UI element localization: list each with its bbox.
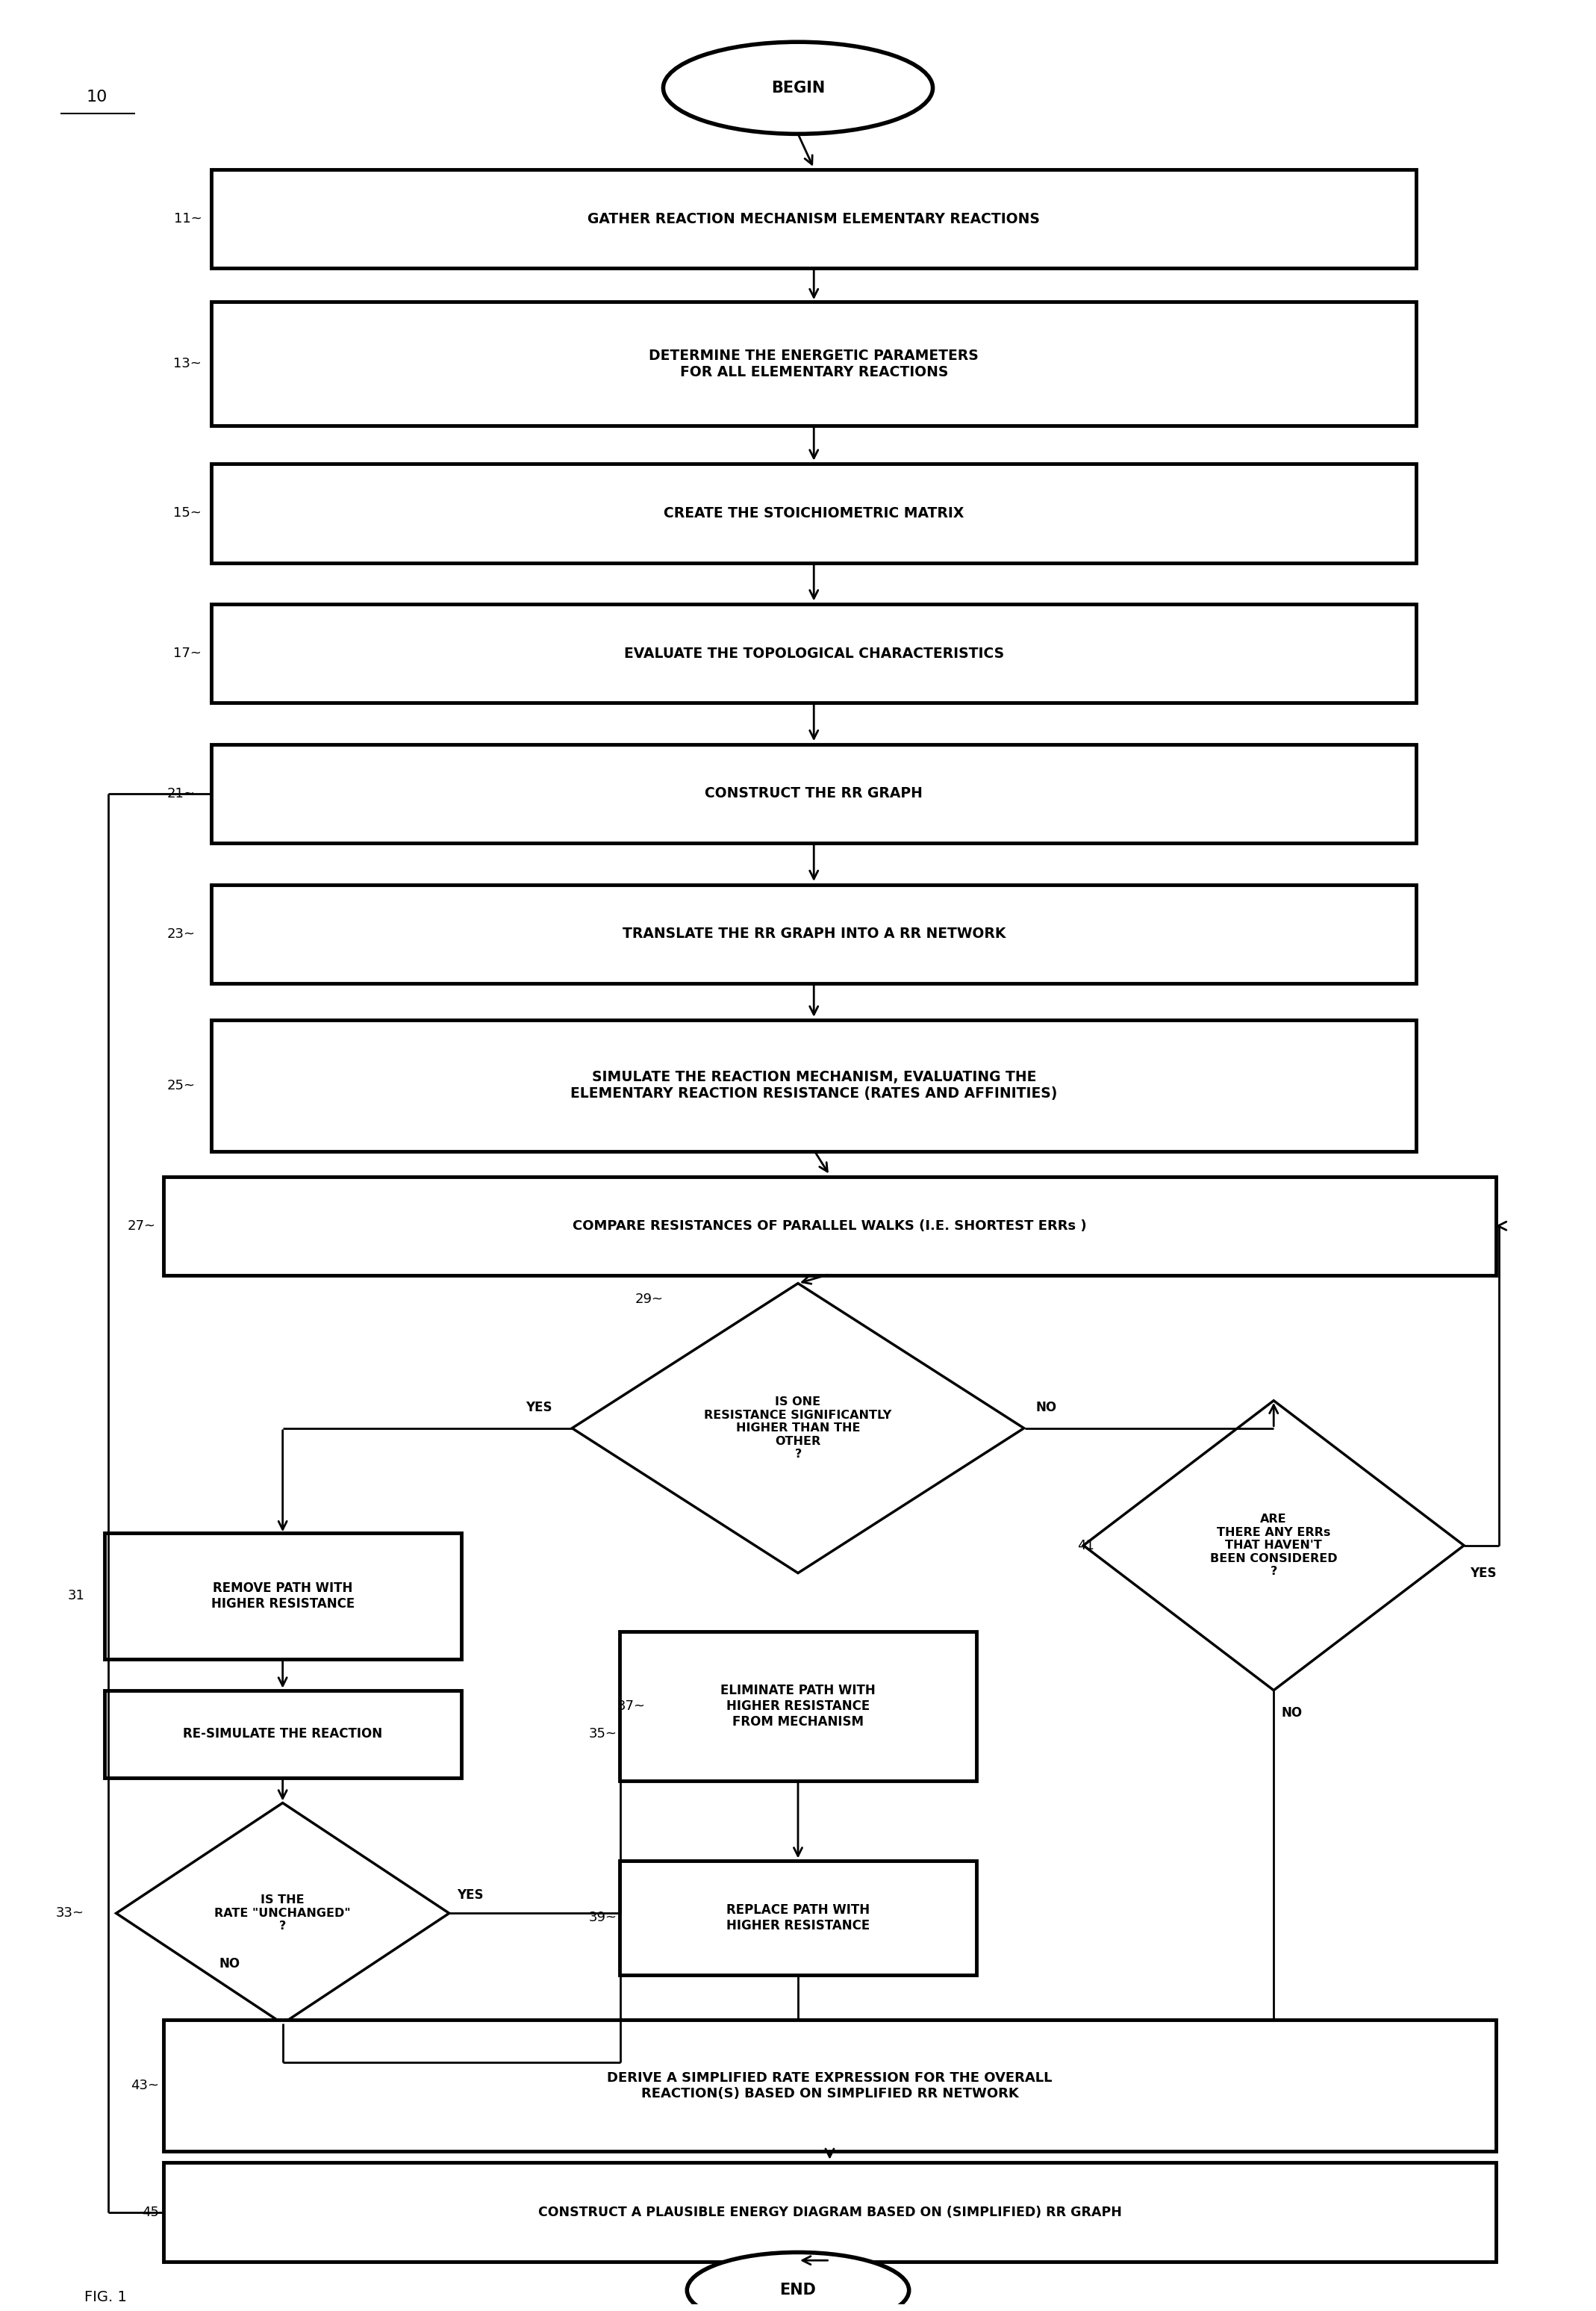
Text: TRANSLATE THE RR GRAPH INTO A RR NETWORK: TRANSLATE THE RR GRAPH INTO A RR NETWORK bbox=[622, 927, 1005, 941]
FancyBboxPatch shape bbox=[619, 1860, 977, 1976]
Text: 41: 41 bbox=[1077, 1539, 1095, 1553]
Text: EVALUATE THE TOPOLOGICAL CHARACTERISTICS: EVALUATE THE TOPOLOGICAL CHARACTERISTICS bbox=[624, 647, 1004, 661]
Text: REMOVE PATH WITH
HIGHER RESISTANCE: REMOVE PATH WITH HIGHER RESISTANCE bbox=[211, 1581, 354, 1611]
Text: SIMULATE THE REACTION MECHANISM, EVALUATING THE
ELEMENTARY REACTION RESISTANCE (: SIMULATE THE REACTION MECHANISM, EVALUAT… bbox=[570, 1070, 1058, 1100]
Text: BEGIN: BEGIN bbox=[771, 81, 825, 95]
Text: 15~: 15~ bbox=[174, 506, 201, 520]
Text: 31: 31 bbox=[67, 1590, 85, 1604]
Text: ELIMINATE PATH WITH
HIGHER RESISTANCE
FROM MECHANISM: ELIMINATE PATH WITH HIGHER RESISTANCE FR… bbox=[720, 1685, 876, 1729]
FancyBboxPatch shape bbox=[164, 2163, 1495, 2262]
Text: NO: NO bbox=[1282, 1706, 1302, 1719]
Text: 27~: 27~ bbox=[128, 1220, 156, 1232]
Text: RE-SIMULATE THE REACTION: RE-SIMULATE THE REACTION bbox=[184, 1726, 383, 1740]
Text: GATHER REACTION MECHANISM ELEMENTARY REACTIONS: GATHER REACTION MECHANISM ELEMENTARY REA… bbox=[587, 213, 1041, 226]
Text: REPLACE PATH WITH
HIGHER RESISTANCE: REPLACE PATH WITH HIGHER RESISTANCE bbox=[726, 1904, 870, 1932]
Text: 35~: 35~ bbox=[589, 1726, 618, 1740]
Text: 37~: 37~ bbox=[618, 1699, 646, 1712]
FancyBboxPatch shape bbox=[211, 465, 1416, 562]
Text: END: END bbox=[780, 2283, 816, 2297]
Text: IS ONE
RESISTANCE SIGNIFICANTLY
HIGHER THAN THE
OTHER
?: IS ONE RESISTANCE SIGNIFICANTLY HIGHER T… bbox=[704, 1396, 892, 1461]
Text: 21~: 21~ bbox=[168, 788, 195, 800]
Text: 11~: 11~ bbox=[174, 213, 201, 226]
FancyBboxPatch shape bbox=[211, 303, 1416, 425]
Text: YES: YES bbox=[525, 1400, 552, 1414]
Text: 13~: 13~ bbox=[174, 358, 201, 370]
Text: 33~: 33~ bbox=[56, 1907, 85, 1920]
Text: 25~: 25~ bbox=[168, 1079, 195, 1093]
FancyBboxPatch shape bbox=[211, 169, 1416, 268]
FancyBboxPatch shape bbox=[211, 885, 1416, 984]
Text: CONSTRUCT A PLAUSIBLE ENERGY DIAGRAM BASED ON (SIMPLIFIED) RR GRAPH: CONSTRUCT A PLAUSIBLE ENERGY DIAGRAM BAS… bbox=[538, 2205, 1122, 2219]
Text: YES: YES bbox=[1470, 1567, 1497, 1581]
Text: NO: NO bbox=[1036, 1400, 1057, 1414]
Text: 45: 45 bbox=[142, 2205, 160, 2219]
Text: FIG. 1: FIG. 1 bbox=[85, 2290, 128, 2304]
Text: 17~: 17~ bbox=[174, 647, 201, 661]
FancyBboxPatch shape bbox=[104, 1532, 461, 1659]
Text: DERIVE A SIMPLIFIED RATE EXPRESSION FOR THE OVERALL
REACTION(S) BASED ON SIMPLIF: DERIVE A SIMPLIFIED RATE EXPRESSION FOR … bbox=[606, 2071, 1052, 2101]
Text: CREATE THE STOICHIOMETRIC MATRIX: CREATE THE STOICHIOMETRIC MATRIX bbox=[664, 506, 964, 520]
FancyBboxPatch shape bbox=[164, 1176, 1495, 1276]
Text: 39~: 39~ bbox=[589, 1911, 618, 1925]
Polygon shape bbox=[571, 1283, 1025, 1574]
Ellipse shape bbox=[686, 2253, 910, 2311]
FancyBboxPatch shape bbox=[211, 603, 1416, 703]
FancyBboxPatch shape bbox=[164, 2020, 1495, 2152]
Text: ARE
THERE ANY ERRs
THAT HAVEN'T
BEEN CONSIDERED
?: ARE THERE ANY ERRs THAT HAVEN'T BEEN CON… bbox=[1210, 1514, 1337, 1576]
Text: 29~: 29~ bbox=[635, 1292, 664, 1306]
Text: 43~: 43~ bbox=[131, 2080, 160, 2091]
FancyBboxPatch shape bbox=[211, 1019, 1416, 1151]
Text: DETERMINE THE ENERGETIC PARAMETERS
FOR ALL ELEMENTARY REACTIONS: DETERMINE THE ENERGETIC PARAMETERS FOR A… bbox=[650, 349, 978, 379]
FancyBboxPatch shape bbox=[104, 1689, 461, 1777]
Text: CONSTRUCT THE RR GRAPH: CONSTRUCT THE RR GRAPH bbox=[705, 786, 922, 802]
Text: YES: YES bbox=[456, 1888, 484, 1902]
Text: COMPARE RESISTANCES OF PARALLEL WALKS (I.E. SHORTEST ERRs ): COMPARE RESISTANCES OF PARALLEL WALKS (I… bbox=[573, 1220, 1087, 1232]
Polygon shape bbox=[117, 1803, 448, 2024]
FancyBboxPatch shape bbox=[619, 1632, 977, 1782]
Text: 23~: 23~ bbox=[168, 927, 195, 941]
Polygon shape bbox=[1084, 1400, 1464, 1689]
Ellipse shape bbox=[664, 42, 932, 134]
Text: IS THE
RATE "UNCHANGED"
?: IS THE RATE "UNCHANGED" ? bbox=[214, 1895, 351, 1932]
Text: 10: 10 bbox=[86, 90, 109, 104]
Text: NO: NO bbox=[219, 1957, 239, 1971]
FancyBboxPatch shape bbox=[211, 744, 1416, 844]
